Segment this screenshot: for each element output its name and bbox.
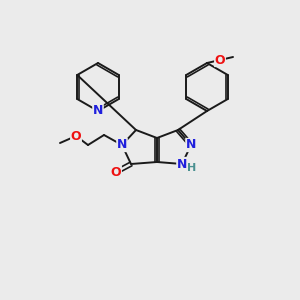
Text: N: N bbox=[186, 139, 196, 152]
Text: H: H bbox=[188, 163, 196, 173]
Text: N: N bbox=[93, 104, 103, 118]
Text: O: O bbox=[215, 53, 225, 67]
Text: N: N bbox=[177, 158, 187, 170]
Text: N: N bbox=[117, 139, 127, 152]
Text: O: O bbox=[71, 130, 81, 142]
Text: O: O bbox=[111, 166, 121, 178]
